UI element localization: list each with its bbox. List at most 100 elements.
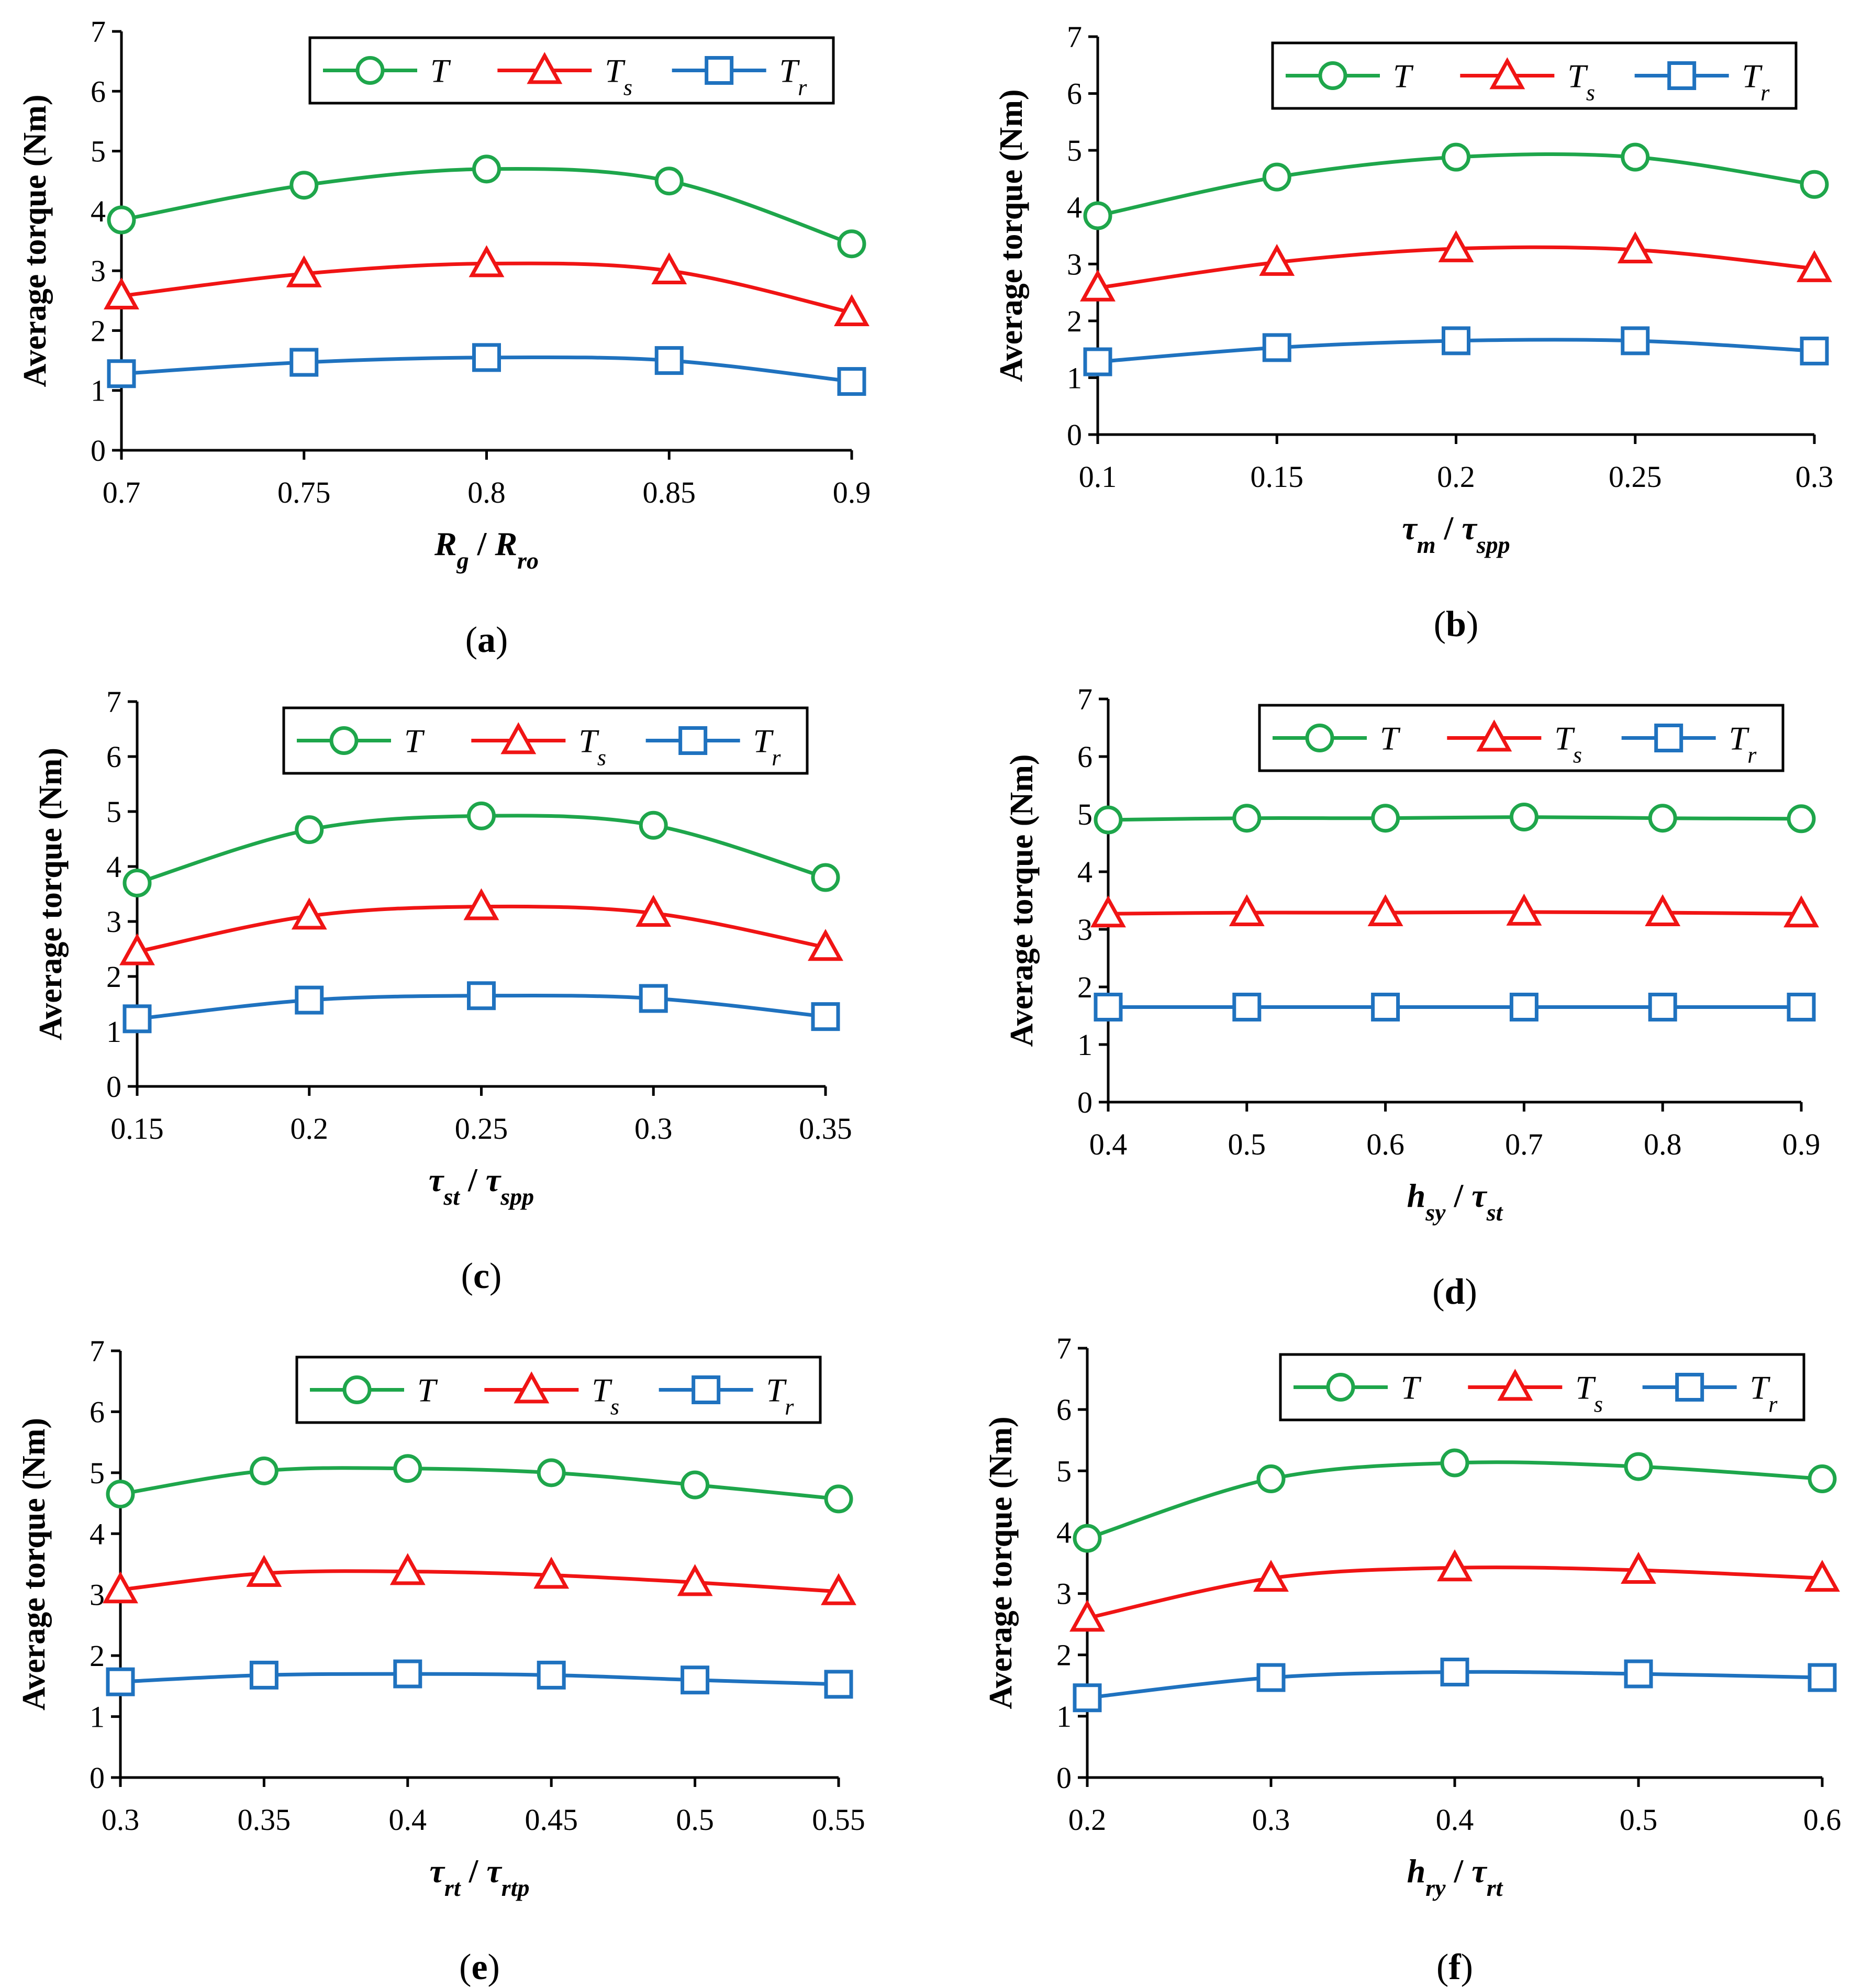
data-point-Tr — [811, 1002, 840, 1031]
y-tick-label: 3 — [1077, 913, 1092, 947]
y-tick-label: 0 — [91, 434, 106, 468]
data-point-Ts — [1080, 269, 1116, 302]
legend-entry-T: T — [430, 52, 451, 90]
data-point-T — [1094, 805, 1123, 835]
series-line-Ts — [1108, 910, 1802, 916]
y-tick-label: 5 — [1067, 134, 1082, 168]
y-tick-label: 4 — [106, 850, 121, 884]
y-tick-label: 1 — [90, 1700, 105, 1734]
y-tick-label: 2 — [1056, 1638, 1072, 1672]
panel-caption: (e) — [459, 1947, 500, 1987]
x-tick-label: 0.45 — [525, 1803, 578, 1837]
data-point-Ts — [1506, 893, 1542, 926]
data-point-T — [1073, 1524, 1102, 1553]
data-point-T — [1256, 1464, 1286, 1494]
legend-triangle-marker — [500, 722, 537, 754]
y-tick-label: 3 — [1056, 1577, 1072, 1611]
x-tick-label: 0.3 — [102, 1803, 140, 1837]
y-tick-label: 7 — [1067, 20, 1082, 54]
x-tick-label: 0.75 — [277, 475, 331, 509]
data-point-T — [1648, 804, 1677, 833]
x-tick-label: 0.2 — [291, 1112, 329, 1146]
x-tick-label: 0.1 — [1079, 460, 1117, 494]
legend-circle-marker — [355, 56, 385, 85]
y-tick-label: 4 — [90, 1517, 105, 1551]
y-tick-label: 7 — [91, 15, 106, 49]
data-point-T — [106, 1480, 135, 1509]
x-tick-label: 0.8 — [467, 475, 506, 509]
data-point-T — [654, 166, 684, 196]
data-point-T — [837, 229, 866, 259]
data-point-Ts — [834, 294, 869, 327]
data-point-T — [639, 810, 668, 840]
x-tick-label: 0.35 — [799, 1112, 852, 1146]
y-tick-label: 1 — [1067, 361, 1082, 395]
legend-triangle-marker — [514, 1371, 550, 1404]
x-axis-label: hsy / τst — [1407, 1177, 1503, 1226]
panel-caption: (c) — [461, 1256, 502, 1296]
data-point-Tr — [249, 1660, 278, 1690]
data-point-Tr — [1808, 1663, 1837, 1692]
data-point-T — [537, 1458, 566, 1487]
data-point-Ts — [246, 1554, 282, 1587]
data-point-Ts — [635, 895, 672, 927]
y-tick-label: 0 — [1067, 418, 1082, 452]
data-point-Tr — [472, 343, 501, 372]
data-point-T — [1262, 162, 1291, 192]
data-point-Tr — [1073, 1683, 1102, 1713]
y-tick-label: 0 — [1056, 1761, 1072, 1795]
panel-caption: (b) — [1434, 604, 1479, 645]
x-axis-label: τst / τspp — [429, 1161, 534, 1210]
y-axis-label: Average torque (Nm) — [17, 95, 53, 387]
data-point-T — [1509, 803, 1538, 831]
legend-entry-Tr: Tr — [1729, 720, 1757, 768]
data-point-Ts — [1090, 895, 1126, 928]
y-tick-label: 5 — [90, 1456, 105, 1490]
x-tick-label: 0.2 — [1437, 460, 1475, 494]
data-point-Tr — [1648, 993, 1677, 1021]
data-point-Ts — [808, 929, 843, 961]
legend-entry-Ts: Ts — [605, 52, 632, 101]
x-tick-label: 0.85 — [643, 475, 696, 509]
data-point-T — [811, 863, 840, 892]
y-tick-label: 6 — [1067, 77, 1082, 111]
x-tick-label: 0.2 — [1068, 1803, 1107, 1837]
legend-triangle-marker — [527, 52, 563, 84]
y-tick-label: 0 — [1077, 1085, 1092, 1119]
legend-circle-marker — [329, 726, 359, 755]
y-axis-label: Average torque (Nm) — [983, 1417, 1019, 1709]
data-point-Ts — [1645, 894, 1681, 926]
y-tick-label: 7 — [90, 1334, 105, 1368]
legend-square-marker — [1654, 724, 1683, 752]
chart-panel-a: 0 1 2 3 4 5 6 7 0.7 0.75 0.8 0.85 0.9 Average torque … — [17, 15, 871, 660]
y-tick-label: 6 — [106, 740, 121, 774]
data-point-T — [1624, 1452, 1653, 1481]
data-point-Tr — [393, 1659, 422, 1689]
x-tick-label: 0.5 — [1620, 1803, 1658, 1837]
data-point-T — [1442, 142, 1470, 172]
data-point-Tr — [681, 1665, 710, 1695]
data-point-Tr — [654, 346, 684, 375]
data-point-Ts — [1437, 1549, 1473, 1582]
data-point-Tr — [106, 1667, 135, 1696]
chart-panel-f: 0 1 2 3 4 5 6 7 0.2 0.3 0.4 0.5 0.6 Average torque (N… — [983, 1331, 1841, 1987]
chart-panel-d: 0 1 2 3 4 5 6 7 0.4 0.5 0.6 0.7 0.8 0.9 Average torque… — [1004, 682, 1820, 1312]
legend-entry-T: T — [1380, 720, 1401, 757]
data-point-T — [393, 1454, 422, 1483]
x-tick-label: 0.5 — [1228, 1127, 1266, 1161]
x-tick-label: 0.7 — [103, 475, 141, 509]
data-point-T — [107, 205, 136, 235]
y-tick-label: 4 — [1077, 855, 1092, 889]
data-point-Tr — [467, 981, 496, 1010]
data-point-Tr — [107, 359, 136, 388]
y-tick-label: 0 — [106, 1070, 121, 1104]
x-tick-label: 0.4 — [389, 1803, 427, 1837]
legend-entry-T: T — [1393, 58, 1414, 95]
data-point-Ts — [463, 888, 499, 920]
series-line-Ts — [120, 1569, 839, 1594]
y-tick-label: 3 — [91, 254, 106, 288]
data-point-Tr — [1787, 993, 1816, 1021]
data-point-Ts — [286, 255, 322, 287]
y-tick-label: 4 — [1056, 1515, 1072, 1549]
data-point-Tr — [1624, 1659, 1653, 1689]
